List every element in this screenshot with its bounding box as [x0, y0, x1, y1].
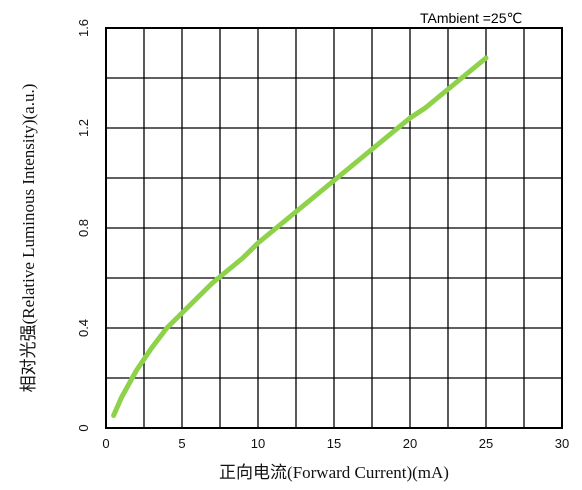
- y-tick-label: 0: [76, 424, 91, 431]
- y-axis-ticks: 0 0.4 0.8 1.2 1.6: [76, 19, 91, 432]
- x-tick-label: 10: [251, 436, 265, 451]
- series-line-luminous-intensity: [111, 55, 489, 418]
- y-axis-label: 相对光强(Relative Luminous Intensity)(a.u.): [19, 84, 38, 393]
- x-tick-label: 25: [479, 436, 493, 451]
- x-tick-label: 20: [403, 436, 417, 451]
- ambient-temperature-note: TAmbient =25℃: [420, 10, 522, 26]
- plot-frame: [105, 27, 563, 429]
- x-tick-label: 5: [178, 436, 185, 451]
- y-tick-label: 1.2: [76, 119, 91, 137]
- y-tick-label: 0.8: [76, 219, 91, 237]
- y-tick-label: 1.6: [76, 19, 91, 37]
- grid-lines: [106, 28, 562, 428]
- x-tick-label: 15: [327, 436, 341, 451]
- x-tick-label: 30: [555, 436, 569, 451]
- x-tick-label: 0: [102, 436, 109, 451]
- x-axis-label: 正向电流(Forward Current)(mA): [219, 463, 449, 482]
- y-tick-label: 0.4: [76, 319, 91, 337]
- x-axis-ticks: 0 5 10 15 20 25 30: [102, 436, 569, 451]
